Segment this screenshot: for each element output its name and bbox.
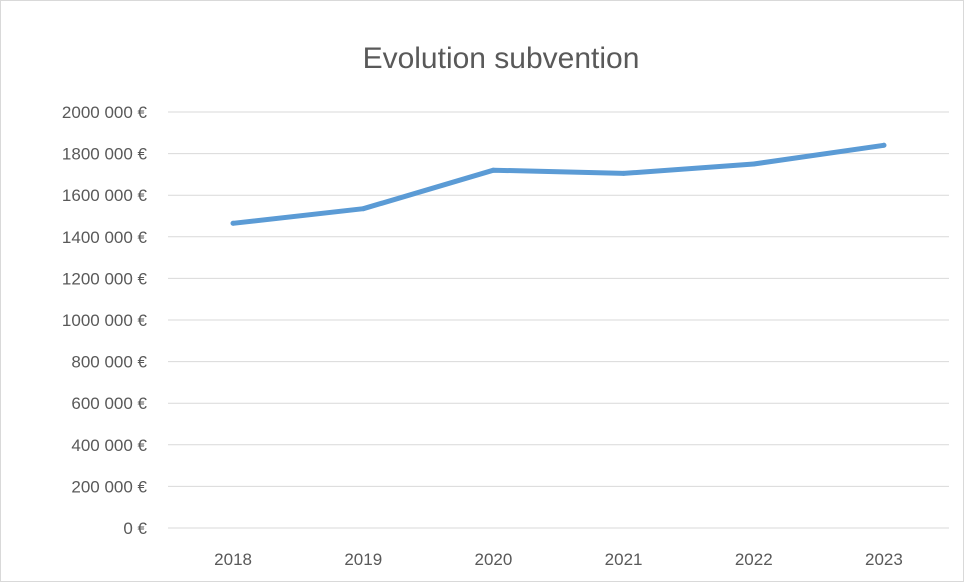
chart-title: Evolution subvention xyxy=(363,42,640,75)
y-tick-label: 1800 000 € xyxy=(62,145,148,164)
x-tick-label: 2019 xyxy=(344,550,382,569)
x-tick-label: 2021 xyxy=(605,550,643,569)
x-tick-label: 2020 xyxy=(475,550,513,569)
data-point xyxy=(360,206,366,212)
data-point xyxy=(490,167,496,173)
x-tick-label: 2018 xyxy=(214,550,252,569)
y-axis-tick-labels: 0 € 200 000 € 400 000 € 600 000 € 800 000 € 1… xyxy=(62,103,148,538)
series-line xyxy=(230,142,887,226)
y-tick-label: 800 000 € xyxy=(71,353,147,372)
x-axis-tick-labels: 2018 2019 2020 2021 2022 2023 xyxy=(214,550,903,569)
data-point xyxy=(881,142,887,148)
series-layer xyxy=(230,142,887,226)
x-tick-label: 2023 xyxy=(865,550,903,569)
y-tick-label: 1600 000 € xyxy=(62,186,148,205)
data-point xyxy=(751,161,757,167)
y-tick-label: 1000 000 € xyxy=(62,311,148,330)
y-tick-label: 1200 000 € xyxy=(62,269,148,288)
x-tick-label: 2022 xyxy=(735,550,773,569)
gridlines xyxy=(168,111,949,529)
data-point xyxy=(621,170,627,176)
y-tick-label: 2000 000 € xyxy=(62,103,148,122)
y-tick-label: 1400 000 € xyxy=(62,228,148,247)
data-point xyxy=(230,220,236,226)
y-tick-label: 600 000 € xyxy=(71,394,147,413)
y-tick-label: 0 € xyxy=(123,519,147,538)
y-tick-label: 200 000 € xyxy=(71,477,147,496)
y-tick-label: 400 000 € xyxy=(71,436,147,455)
